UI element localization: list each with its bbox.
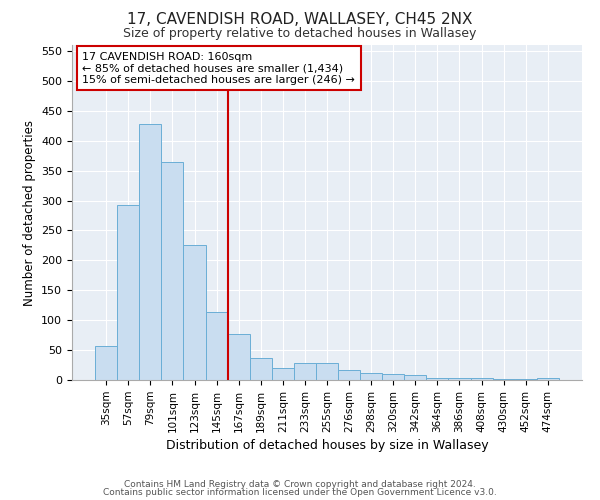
Bar <box>227 334 250 380</box>
Bar <box>470 378 493 380</box>
Bar <box>382 374 404 380</box>
Bar <box>272 368 294 380</box>
Text: 17 CAVENDISH ROAD: 160sqm
← 85% of detached houses are smaller (1,434)
15% of se: 17 CAVENDISH ROAD: 160sqm ← 85% of detac… <box>82 52 355 85</box>
Bar <box>537 378 559 380</box>
Text: 17, CAVENDISH ROAD, WALLASEY, CH45 2NX: 17, CAVENDISH ROAD, WALLASEY, CH45 2NX <box>127 12 473 28</box>
Bar <box>161 162 184 380</box>
Bar <box>316 362 338 380</box>
Text: Contains HM Land Registry data © Crown copyright and database right 2024.: Contains HM Land Registry data © Crown c… <box>124 480 476 489</box>
Text: Size of property relative to detached houses in Wallasey: Size of property relative to detached ho… <box>124 28 476 40</box>
Bar <box>427 378 448 380</box>
Bar <box>117 204 139 380</box>
Bar <box>184 245 206 380</box>
Text: Contains public sector information licensed under the Open Government Licence v3: Contains public sector information licen… <box>103 488 497 497</box>
Bar <box>294 362 316 380</box>
Y-axis label: Number of detached properties: Number of detached properties <box>23 120 35 306</box>
Bar <box>404 374 427 380</box>
Bar <box>360 374 382 380</box>
Bar <box>139 124 161 380</box>
Bar <box>338 370 360 380</box>
Bar <box>206 312 227 380</box>
Bar <box>95 346 117 380</box>
Bar <box>493 379 515 380</box>
Bar <box>448 378 470 380</box>
X-axis label: Distribution of detached houses by size in Wallasey: Distribution of detached houses by size … <box>166 439 488 452</box>
Bar <box>250 358 272 380</box>
